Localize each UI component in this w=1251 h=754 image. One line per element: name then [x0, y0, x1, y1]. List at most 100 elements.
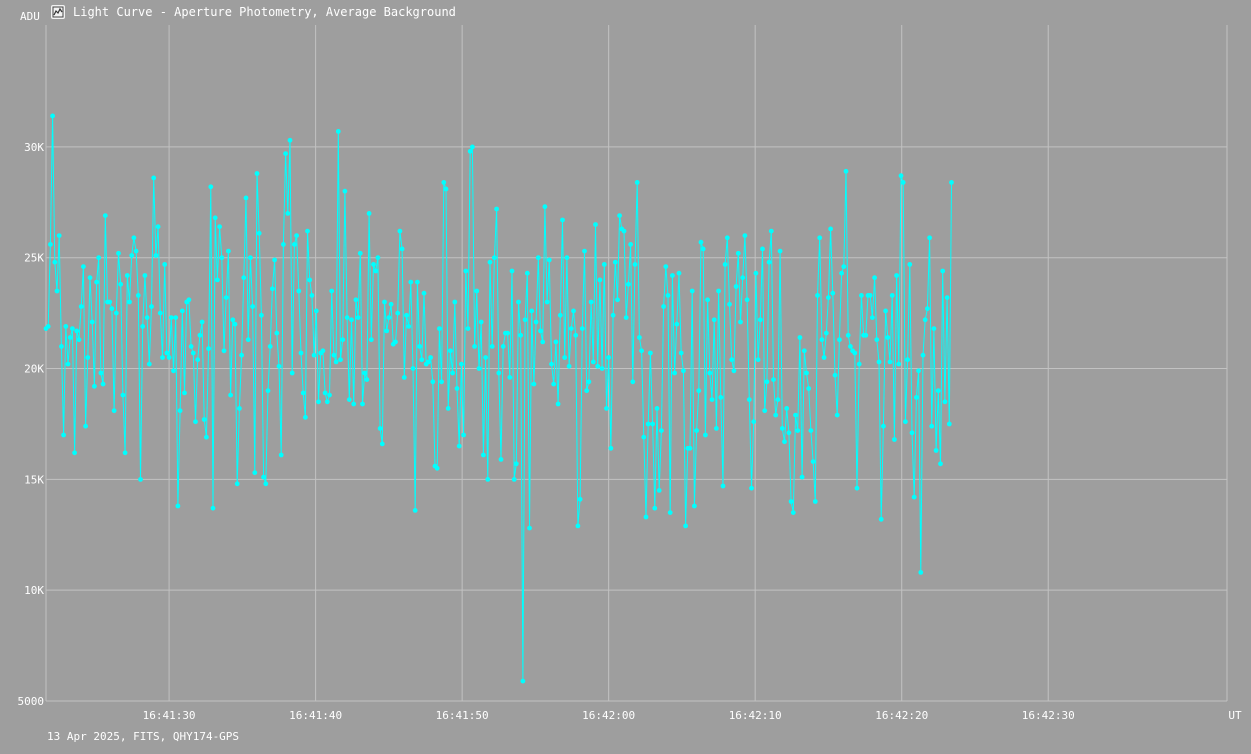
data-point	[329, 288, 335, 294]
data-point	[237, 406, 242, 411]
data-point	[85, 355, 91, 360]
data-point	[608, 445, 614, 451]
data-point	[228, 392, 234, 398]
data-point	[292, 242, 297, 247]
data-point	[201, 417, 207, 422]
data-point	[586, 379, 592, 385]
data-point	[146, 361, 152, 367]
data-point	[305, 228, 310, 234]
chart-app-icon[interactable]	[51, 5, 65, 19]
data-point	[173, 315, 179, 320]
data-point	[289, 370, 295, 376]
data-point	[566, 363, 572, 369]
data-point	[259, 312, 264, 318]
data-point	[863, 332, 869, 338]
data-point	[331, 352, 337, 358]
data-point	[248, 255, 253, 261]
data-point	[531, 381, 537, 387]
data-point	[867, 293, 873, 298]
data-point	[144, 315, 150, 320]
y-tick-label: 30K	[24, 141, 44, 154]
data-point	[204, 434, 209, 440]
data-point	[656, 488, 662, 493]
data-point	[518, 332, 524, 338]
data-point	[601, 262, 607, 267]
data-point	[122, 450, 128, 456]
data-point	[661, 304, 666, 309]
data-point	[755, 357, 761, 363]
data-point	[472, 344, 477, 349]
data-point	[795, 428, 801, 433]
data-point	[696, 388, 702, 394]
data-point	[821, 355, 827, 360]
data-point	[606, 355, 612, 360]
data-point	[406, 324, 412, 329]
data-point	[513, 461, 519, 467]
data-point	[527, 525, 532, 531]
data-point	[659, 428, 664, 433]
data-point	[270, 286, 275, 292]
window-title: Light Curve - Aperture Photometry, Avera…	[73, 5, 456, 19]
data-point	[819, 337, 825, 343]
data-point	[135, 293, 141, 298]
data-point	[300, 390, 306, 396]
data-point	[612, 259, 618, 265]
y-axis-label: ADU	[20, 10, 40, 23]
data-point	[382, 299, 387, 305]
data-point	[582, 248, 587, 254]
data-point	[509, 268, 515, 274]
data-point	[918, 570, 924, 575]
y-tick-label: 25K	[24, 252, 44, 265]
data-point	[107, 299, 113, 305]
data-point	[654, 406, 660, 411]
data-point	[153, 253, 159, 258]
data-point	[138, 477, 143, 482]
data-point	[931, 326, 937, 331]
data-point	[922, 317, 928, 323]
data-point	[731, 368, 737, 374]
data-point	[557, 312, 563, 318]
data-point	[703, 432, 708, 438]
data-point	[98, 370, 104, 376]
data-point	[768, 228, 774, 234]
data-point	[711, 317, 717, 323]
y-tick-label: 20K	[24, 363, 44, 376]
data-point	[577, 496, 583, 502]
data-point	[59, 344, 64, 349]
data-point	[799, 474, 805, 480]
data-point	[672, 370, 677, 376]
data-point	[828, 226, 833, 232]
chart-series	[43, 113, 954, 684]
data-point	[753, 270, 759, 276]
data-point	[298, 350, 304, 356]
data-point	[193, 419, 198, 425]
data-point	[885, 335, 891, 340]
data-point	[826, 295, 831, 300]
data-point	[179, 308, 185, 314]
data-point	[698, 239, 704, 245]
data-point	[604, 406, 609, 411]
data-point	[276, 363, 282, 369]
data-point	[639, 348, 644, 354]
data-point	[593, 222, 598, 227]
data-point	[724, 235, 730, 241]
data-point	[494, 206, 499, 212]
data-point	[256, 230, 262, 236]
data-point	[415, 279, 420, 285]
data-point	[909, 430, 915, 436]
data-point	[898, 173, 904, 179]
data-point	[124, 273, 130, 278]
data-point	[397, 228, 403, 234]
data-point	[118, 281, 124, 287]
data-point	[175, 503, 181, 509]
data-point	[459, 361, 464, 367]
data-point	[738, 319, 743, 325]
data-point	[162, 262, 168, 267]
x-tick-label: 16:42:20	[875, 709, 928, 722]
data-point	[714, 426, 719, 431]
data-point	[351, 401, 357, 407]
data-point	[832, 372, 838, 378]
series-line	[45, 115, 952, 682]
data-point	[92, 383, 97, 389]
